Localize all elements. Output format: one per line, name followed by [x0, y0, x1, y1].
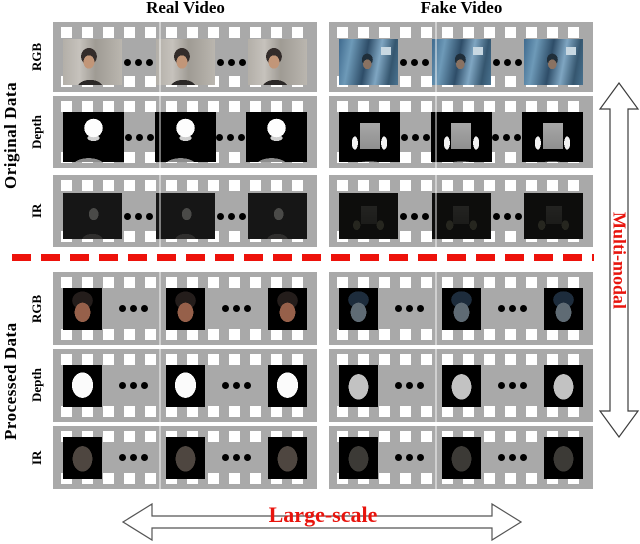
row-label-processed-depth: Depth [29, 368, 44, 403]
film-strip-processed-rgb-real [53, 272, 317, 345]
ellipsis-dots [492, 212, 522, 220]
ellipsis-dots [400, 133, 430, 141]
frame-original-depth-fake [522, 112, 583, 162]
film-strip-original-rgb-real [53, 22, 317, 92]
frame-original-depth-real [246, 112, 307, 162]
frame-processed-ir-fake [339, 436, 378, 479]
ellipsis-dots [124, 133, 154, 141]
ellipsis-dots [400, 212, 430, 220]
ellipsis-dots [119, 454, 149, 461]
strip-row-processed-rgb [53, 272, 593, 345]
ellipsis-dots [497, 454, 527, 461]
frame-original-rgb-real [155, 39, 215, 85]
frame-processed-ir-real [165, 436, 205, 479]
strip-row-original-rgb [53, 22, 593, 92]
frame-original-rgb-fake [431, 39, 491, 85]
film-strip-original-rgb-fake [329, 22, 593, 92]
ellipsis-dots [497, 382, 527, 389]
film-strip-original-depth-real [53, 96, 317, 168]
ellipsis-dots [216, 58, 246, 66]
film-strip-original-depth-fake [329, 96, 593, 168]
frame-processed-rgb-fake [339, 287, 378, 330]
frame-original-ir-real [248, 193, 307, 239]
strip-row-processed-ir [53, 426, 593, 489]
strip-row-original-depth [53, 96, 593, 168]
section-divider-dashed-line [12, 254, 594, 261]
frame-processed-depth-real [63, 364, 102, 407]
ellipsis-dots [124, 212, 154, 220]
frame-processed-depth-fake [441, 364, 481, 407]
row-label-original-ir: IR [29, 203, 44, 219]
frame-original-depth-real [154, 112, 216, 162]
ellipsis-dots [395, 305, 425, 312]
frame-original-ir-fake [431, 193, 491, 239]
ellipsis-dots [492, 58, 522, 66]
film-strip-original-ir-fake [329, 175, 593, 247]
film-strip-processed-depth-fake [329, 349, 593, 422]
ellipsis-dots [124, 58, 154, 66]
frame-original-ir-real [63, 193, 122, 239]
frame-processed-rgb-real [63, 287, 102, 330]
multi-modal-label: Multi-modal [609, 211, 630, 309]
row-label-original-rgb: RGB [29, 42, 44, 72]
frame-processed-ir-fake [544, 436, 583, 479]
section-label-original-data: Original Data [1, 81, 20, 189]
ellipsis-dots [400, 58, 430, 66]
ellipsis-dots [216, 133, 246, 141]
column-header-fake-video: Fake Video [420, 0, 503, 17]
frame-processed-depth-fake [339, 364, 378, 407]
frame-original-rgb-fake [339, 39, 398, 85]
strip-row-original-ir [53, 175, 593, 247]
ellipsis-dots [119, 305, 149, 312]
ellipsis-dots [221, 382, 251, 389]
row-label-original-depth: Depth [29, 115, 44, 149]
strip-row-processed-depth [53, 349, 593, 422]
frame-original-depth-fake [339, 112, 400, 162]
frame-processed-ir-real [268, 436, 307, 479]
row-label-processed-rgb: RGB [29, 294, 44, 323]
frame-processed-depth-real [268, 364, 307, 407]
ellipsis-dots [492, 133, 522, 141]
row-label-processed-ir: IR [29, 450, 44, 465]
frame-original-ir-real [155, 193, 215, 239]
frame-original-ir-fake [524, 193, 583, 239]
ellipsis-dots [119, 382, 149, 389]
frame-processed-rgb-fake [441, 287, 481, 330]
column-header-real-video: Real Video [146, 0, 225, 17]
frame-original-rgb-fake [524, 39, 583, 85]
frame-original-depth-fake [430, 112, 492, 162]
ellipsis-dots [497, 305, 527, 312]
film-strip-processed-depth-real [53, 349, 317, 422]
frame-processed-rgb-fake [544, 287, 583, 330]
frame-processed-rgb-real [268, 287, 307, 330]
multi-modal-double-arrow [598, 82, 640, 438]
film-strip-processed-rgb-fake [329, 272, 593, 345]
frame-processed-ir-real [63, 436, 102, 479]
frame-processed-ir-fake [441, 436, 481, 479]
ellipsis-dots [216, 212, 246, 220]
film-strip-processed-ir-fake [329, 426, 593, 489]
large-scale-label: Large-scale [268, 502, 378, 527]
ellipsis-dots [395, 382, 425, 389]
frame-original-ir-fake [339, 193, 398, 239]
large-scale-double-arrow [122, 502, 522, 542]
ellipsis-dots [395, 454, 425, 461]
frame-original-rgb-real [63, 39, 122, 85]
section-label-processed-data: Processed Data [1, 322, 20, 440]
frame-processed-depth-real [165, 364, 205, 407]
ellipsis-dots [221, 454, 251, 461]
ellipsis-dots [221, 305, 251, 312]
frame-original-depth-real [63, 112, 124, 162]
film-strip-original-ir-real [53, 175, 317, 247]
frame-processed-rgb-real [165, 287, 205, 330]
frame-processed-depth-fake [544, 364, 583, 407]
film-strip-processed-ir-real [53, 426, 317, 489]
frame-original-rgb-real [248, 39, 307, 85]
